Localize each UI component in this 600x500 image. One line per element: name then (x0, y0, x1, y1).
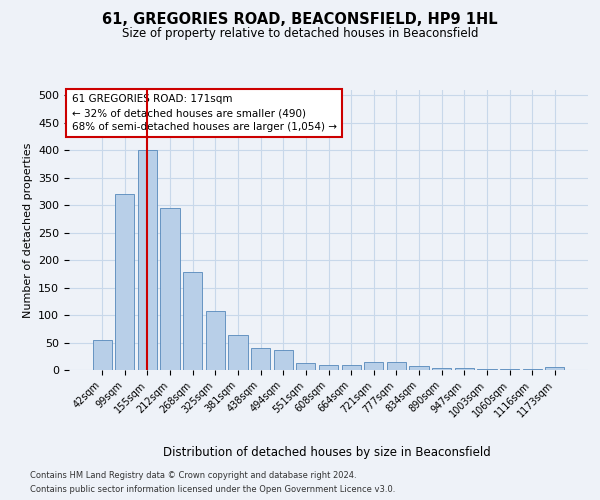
Bar (432, 368, 451, 370)
Bar (92, 340, 112, 370)
Text: Contains HM Land Registry data © Crown copyright and database right 2024.: Contains HM Land Registry data © Crown c… (30, 472, 356, 480)
Bar (455, 368, 474, 370)
Text: 61, GREGORIES ROAD, BEACONSFIELD, HP9 1HL: 61, GREGORIES ROAD, BEACONSFIELD, HP9 1H… (102, 12, 498, 28)
Text: Size of property relative to detached houses in Beaconsfield: Size of property relative to detached ho… (122, 28, 478, 40)
Text: 61 GREGORIES ROAD: 171sqm
← 32% of detached houses are smaller (490)
68% of semi: 61 GREGORIES ROAD: 171sqm ← 32% of detac… (71, 94, 337, 132)
Text: Distribution of detached houses by size in Beaconsfield: Distribution of detached houses by size … (163, 446, 491, 459)
Bar (183, 272, 202, 370)
Bar (409, 366, 428, 370)
Bar (138, 150, 157, 370)
Bar (341, 364, 361, 370)
Bar (319, 364, 338, 370)
Bar (364, 362, 383, 370)
Bar (229, 336, 248, 370)
Y-axis label: Number of detached properties: Number of detached properties (23, 142, 32, 318)
Bar (115, 194, 134, 370)
Bar (296, 364, 316, 370)
Bar (251, 348, 270, 370)
Bar (160, 208, 180, 370)
Text: Contains public sector information licensed under the Open Government Licence v3: Contains public sector information licen… (30, 484, 395, 494)
Bar (206, 312, 225, 370)
Bar (387, 362, 406, 370)
Bar (274, 350, 293, 370)
Bar (545, 368, 565, 370)
